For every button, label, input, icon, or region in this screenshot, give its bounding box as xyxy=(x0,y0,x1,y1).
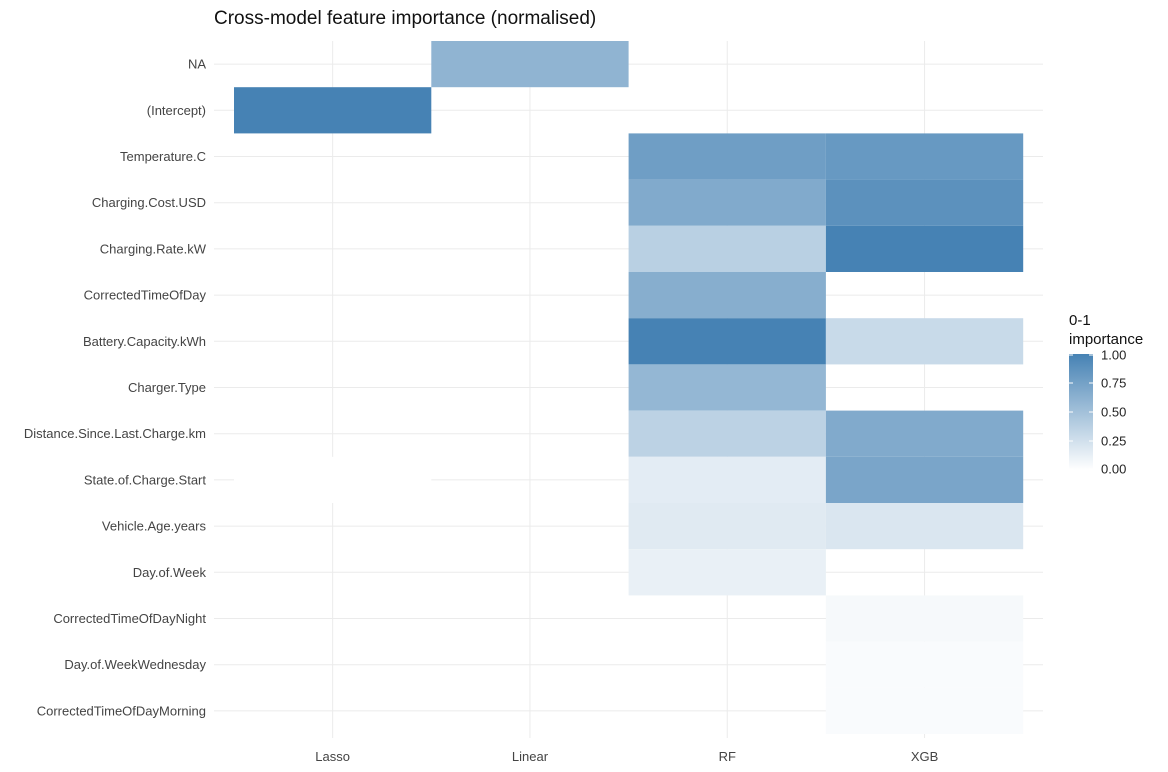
legend-tick-label-0: 1.00 xyxy=(1101,348,1126,363)
heatmap-cell-rf-9 xyxy=(628,456,826,503)
y-tick-label-13: Day.of.WeekWednesday xyxy=(64,657,206,672)
y-tick-label-7: Charger.Type xyxy=(128,380,206,395)
legend-title-line1: 0-1 xyxy=(1069,312,1091,329)
heatmap-cell-rf-3 xyxy=(628,179,826,226)
heatmap-cell-rf-4 xyxy=(628,225,826,272)
y-tick-label-4: Charging.Rate.kW xyxy=(100,241,207,256)
y-tick-label-12: CorrectedTimeOfDayNight xyxy=(53,611,206,626)
heatmap-cell-rf-7 xyxy=(628,364,826,411)
heatmap-cells xyxy=(234,41,1024,734)
heatmap-cell-rf-8 xyxy=(628,410,826,457)
legend-tick-label-4: 0.00 xyxy=(1101,462,1126,477)
heatmap-cell-lasso-9 xyxy=(234,456,432,503)
x-tick-label-rf: RF xyxy=(719,749,736,764)
y-tick-label-6: Battery.Capacity.kWh xyxy=(83,334,206,349)
y-tick-label-5: CorrectedTimeOfDay xyxy=(84,288,207,303)
heatmap-cell-xgb-9 xyxy=(825,456,1024,503)
heatmap-cell-linear-0 xyxy=(431,41,629,88)
legend-ticks: 1.00 0.75 0.50 0.25 0.00 xyxy=(1069,348,1126,477)
y-tick-label-8: Distance.Since.Last.Charge.km xyxy=(24,426,206,441)
heatmap-cell-xgb-14 xyxy=(825,687,1024,734)
y-tick-label-10: Vehicle.Age.years xyxy=(102,519,207,534)
x-tick-label-linear: Linear xyxy=(512,749,549,764)
x-tick-label-lasso: Lasso xyxy=(315,749,350,764)
heatmap-cell-rf-10 xyxy=(628,503,826,550)
legend-tick-label-2: 0.50 xyxy=(1101,405,1126,420)
heatmap-cell-xgb-13 xyxy=(825,641,1024,688)
heatmap-cell-xgb-3 xyxy=(825,179,1024,226)
x-axis-labels: Lasso Linear RF XGB xyxy=(315,749,938,764)
heatmap-cell-lasso-1 xyxy=(234,87,432,134)
legend-title-line2: importance xyxy=(1069,331,1143,348)
heatmap-cell-xgb-12 xyxy=(825,595,1024,642)
y-axis-labels: NA (Intercept) Temperature.C Charging.Cost.… xyxy=(24,57,207,719)
heatmap-cell-xgb-10 xyxy=(825,503,1024,550)
y-tick-label-14: CorrectedTimeOfDayMorning xyxy=(37,703,206,718)
y-tick-label-3: Charging.Cost.USD xyxy=(92,195,206,210)
legend-tick-label-3: 0.25 xyxy=(1101,434,1126,449)
color-legend: 0-1 importance 1.00 0.75 0.50 0.25 0.00 xyxy=(1069,312,1143,477)
heatmap-cell-rf-5 xyxy=(628,272,826,319)
heatmap-cell-xgb-6 xyxy=(825,318,1024,365)
heatmap-cell-rf-2 xyxy=(628,133,826,180)
y-tick-label-0: NA xyxy=(188,57,206,72)
heatmap-cell-rf-6 xyxy=(628,318,826,365)
heatmap-cell-xgb-2 xyxy=(825,133,1024,180)
heatmap-cell-rf-11 xyxy=(628,549,826,596)
y-tick-label-9: State.of.Charge.Start xyxy=(84,472,207,487)
legend-tick-label-1: 0.75 xyxy=(1101,376,1126,391)
chart-title: Cross-model feature importance (normalis… xyxy=(214,8,596,29)
y-tick-label-1: (Intercept) xyxy=(147,103,206,118)
y-tick-label-2: Temperature.C xyxy=(120,149,206,164)
y-tick-label-11: Day.of.Week xyxy=(133,565,207,580)
heatmap-cell-xgb-8 xyxy=(825,410,1024,457)
heatmap-cell-xgb-4 xyxy=(825,225,1024,272)
x-tick-label-xgb: XGB xyxy=(911,749,938,764)
